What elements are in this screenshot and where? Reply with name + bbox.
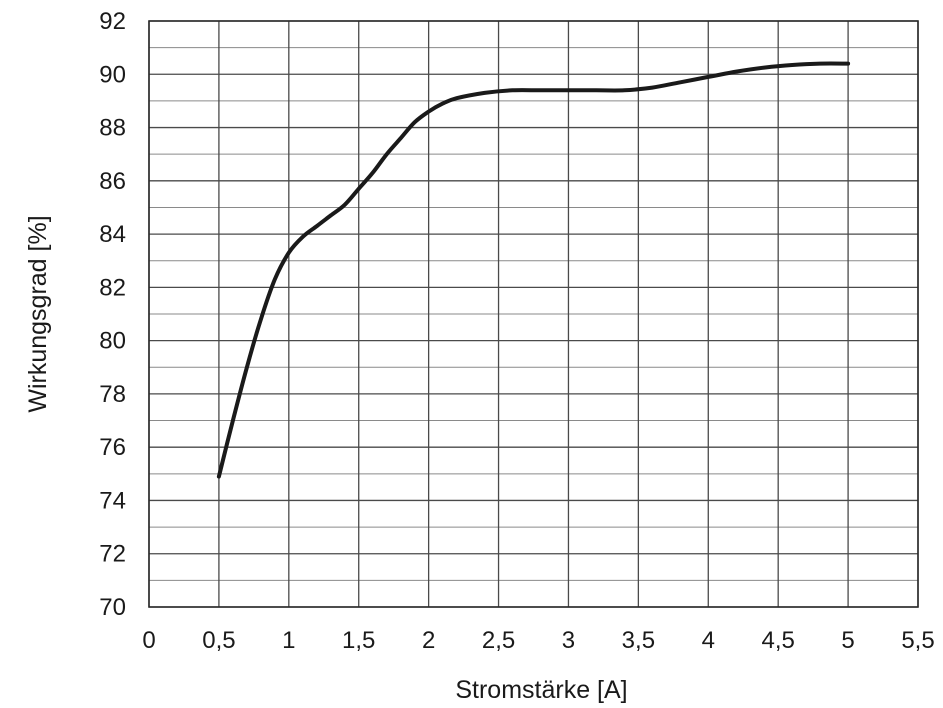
y-tick-labels: 70 72 74 76 78 80 82 84 86 88 90 92 xyxy=(99,8,126,621)
x-tick-label: 2 xyxy=(422,627,435,654)
x-tick-label: 5,5 xyxy=(901,627,934,654)
x-tick-label: 5 xyxy=(841,627,854,654)
x-tick-labels: 0 0,5 1 1,5 2 2,5 3 3,5 4 4,5 5 5,5 xyxy=(142,627,934,654)
x-tick-label: 4 xyxy=(702,627,715,654)
y-axis-label: Wirkungsgrad [%] xyxy=(24,215,52,412)
y-tick-label: 86 xyxy=(99,168,126,195)
x-axis-label: Stromstärke [A] xyxy=(455,676,627,704)
x-tick-label: 1 xyxy=(282,627,295,654)
x-tick-label: 1,5 xyxy=(342,627,375,654)
x-tick-label: 4,5 xyxy=(761,627,794,654)
plot-frame xyxy=(148,20,919,608)
y-tick-label: 80 xyxy=(99,328,126,355)
y-tick-label: 78 xyxy=(99,381,126,408)
y-tick-label: 92 xyxy=(99,8,126,35)
y-tick-label: 72 xyxy=(99,541,126,568)
efficiency-series-line xyxy=(216,61,851,479)
y-tick-label: 74 xyxy=(99,487,126,514)
x-tick-label: 2,5 xyxy=(482,627,515,654)
y-tick-label: 82 xyxy=(99,274,126,301)
y-tick-label: 88 xyxy=(99,115,126,142)
x-tick-label: 3,5 xyxy=(622,627,655,654)
y-tick-label: 84 xyxy=(99,221,126,248)
x-tick-label: 0,5 xyxy=(202,627,235,654)
y-tick-label: 76 xyxy=(99,434,126,461)
x-tick-label: 0 xyxy=(142,627,155,654)
y-tick-label: 90 xyxy=(99,61,126,88)
x-tick-label: 3 xyxy=(562,627,575,654)
y-tick-label: 70 xyxy=(99,594,126,621)
